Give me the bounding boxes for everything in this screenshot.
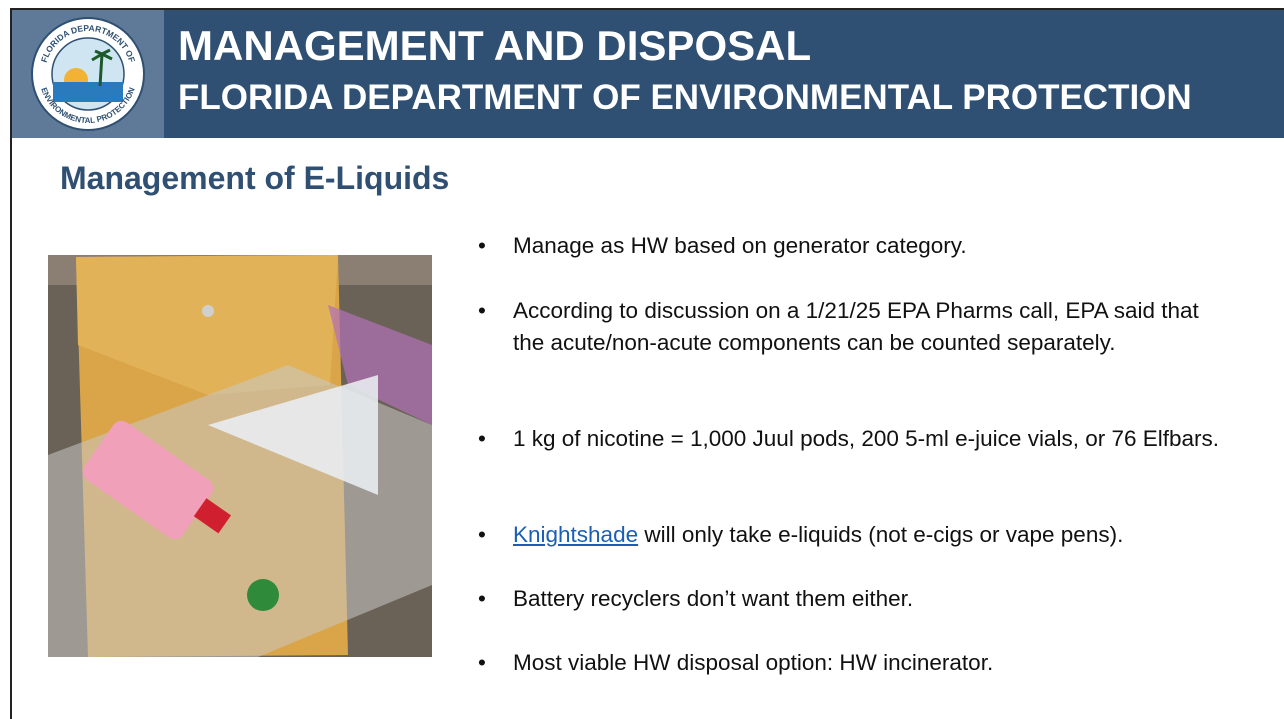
bullet-item: • Most viable HW disposal option: HW inci… [478, 647, 1238, 679]
photo [48, 255, 432, 657]
logo-area: FLORIDA DEPARTMENT OF ENVIRONMENTAL PROT… [12, 10, 164, 138]
bullet-text: Battery recyclers don’t want them either… [513, 583, 1233, 615]
bullet-item: • Knightshade will only take e-liquids (n… [478, 519, 1238, 551]
bullet-marker: • [478, 423, 486, 455]
slide: FLORIDA DEPARTMENT OF ENVIRONMENTAL PROT… [0, 0, 1284, 719]
bullet-text: According to discussion on a 1/21/25 EPA… [513, 295, 1233, 359]
bullet-text: Knightshade will only take e-liquids (no… [513, 519, 1233, 551]
header-subtitle: FLORIDA DEPARTMENT OF ENVIRONMENTAL PROT… [178, 78, 1192, 118]
bullet-item: • Manage as HW based on generator categor… [478, 230, 1238, 262]
header-title: MANAGEMENT AND DISPOSAL [178, 22, 811, 70]
bullet-marker: • [478, 519, 486, 551]
bullet-text: Manage as HW based on generator category… [513, 230, 1233, 262]
bullet-item: • 1 kg of nicotine = 1,000 Juul pods, 200… [478, 423, 1238, 455]
slide-heading: Management of E-Liquids [60, 160, 449, 197]
bullet-marker: • [478, 647, 486, 679]
bullet-text: Most viable HW disposal option: HW incin… [513, 647, 1233, 679]
logo: FLORIDA DEPARTMENT OF ENVIRONMENTAL PROT… [12, 10, 164, 138]
bullet-item: • According to discussion on a 1/21/25 EP… [478, 295, 1238, 359]
bullet-text: 1 kg of nicotine = 1,000 Juul pods, 200 … [513, 423, 1233, 455]
bullet-marker: • [478, 295, 486, 327]
bullet-marker: • [478, 583, 486, 615]
link[interactable]: Knightshade [513, 522, 638, 547]
bullet-text: will only take e-liquids (not e-cigs or … [638, 522, 1123, 547]
bullet-item: • Battery recyclers don’t want them eithe… [478, 583, 1238, 615]
bullet-marker: • [478, 230, 486, 262]
